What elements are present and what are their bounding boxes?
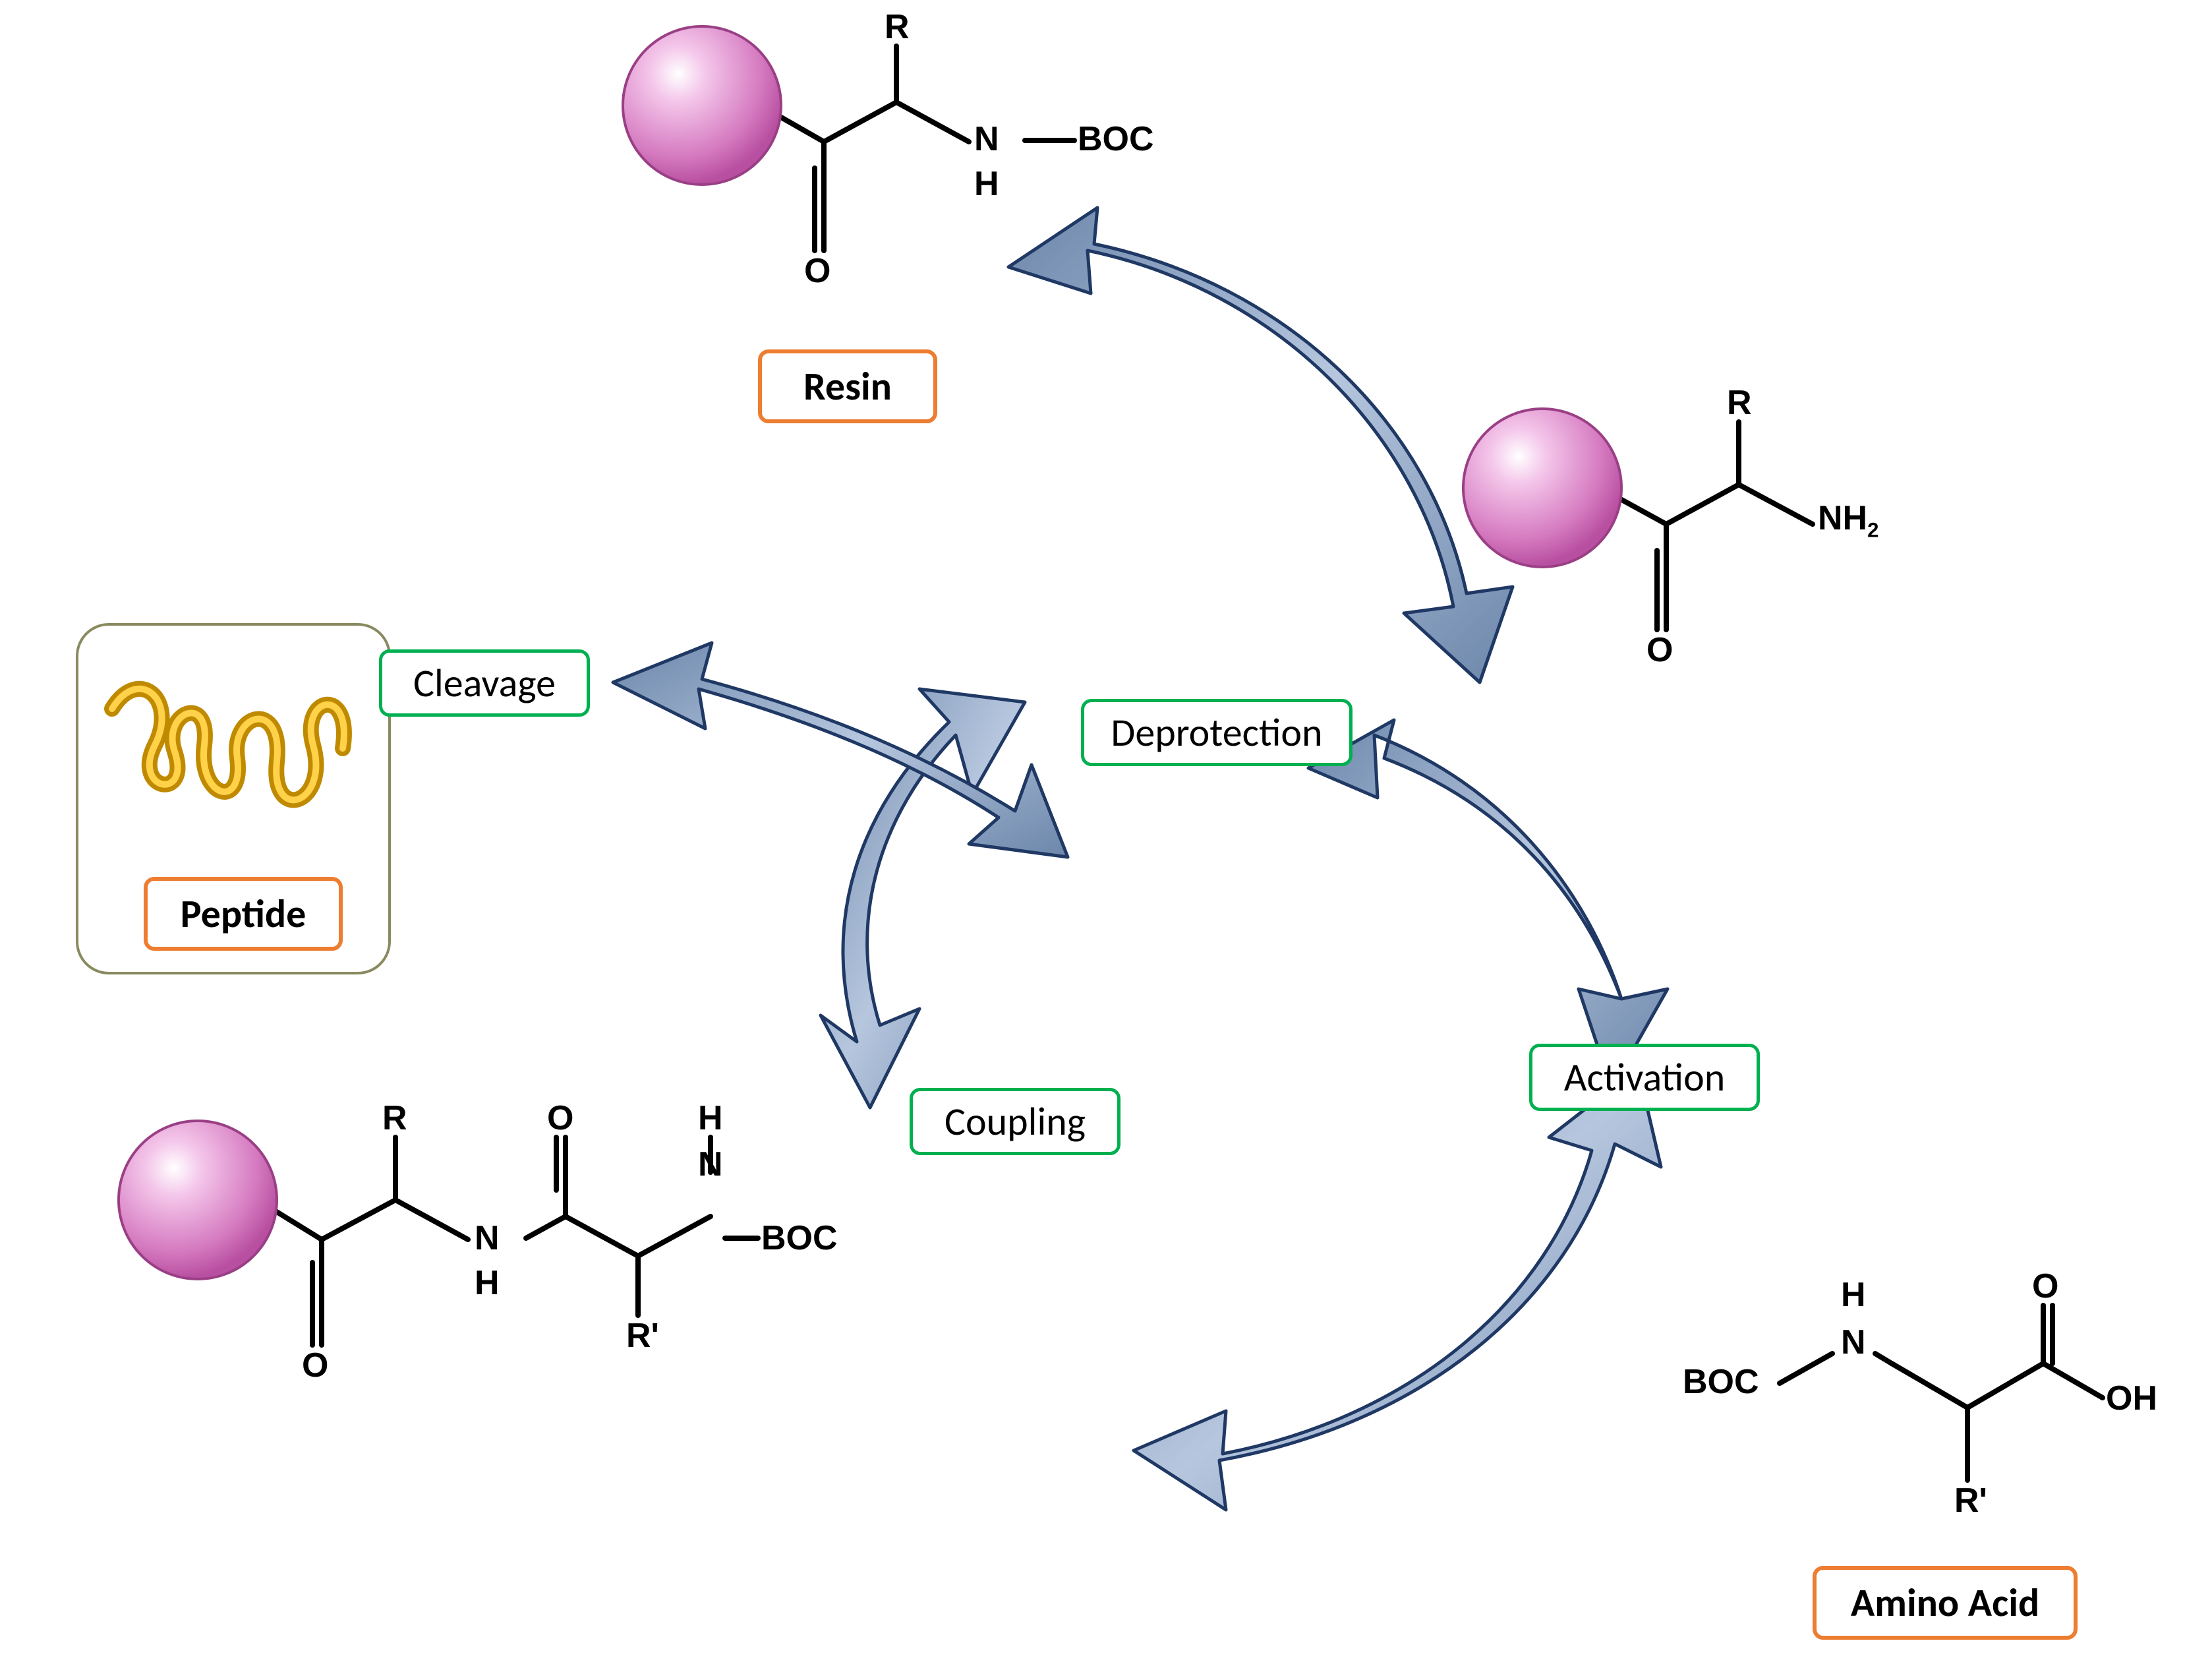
- atom-Rp-4: R': [1954, 1483, 1987, 1518]
- resin-sphere-top: [623, 26, 781, 185]
- atom-H-3: H: [475, 1266, 500, 1300]
- atom-N-3b: N: [698, 1147, 723, 1181]
- atom-R-2: R: [1727, 386, 1752, 420]
- deprotected-structure-bonds: [1618, 422, 1813, 630]
- atom-OH-4: OH: [2106, 1381, 2157, 1416]
- arrow-resin-to-deprotection: [1008, 208, 1513, 682]
- label-resin: Resin: [758, 349, 937, 423]
- atom-BOC-4: BOC: [1683, 1365, 1759, 1399]
- atom-NH2: NH2: [1818, 501, 1878, 541]
- arrow-coupling-to-deprotection: [821, 689, 1025, 1108]
- arrow-deprotection-to-activation: [1308, 720, 1668, 1088]
- atom-BOC: BOC: [1078, 122, 1154, 156]
- atom-Rp-3: R': [626, 1319, 659, 1353]
- stage-cleavage: Cleavage: [379, 649, 590, 717]
- coupled-structure-bonds: [274, 1137, 758, 1345]
- atom-O-3: O: [302, 1348, 328, 1383]
- aminoacid-structure-bonds: [1780, 1305, 2103, 1480]
- resin-structure-bonds: [778, 46, 1074, 251]
- label-peptide: Peptide: [144, 877, 343, 951]
- atom-H-4: H: [1841, 1278, 1866, 1312]
- atom-N: N: [974, 122, 999, 156]
- atom-O-3b: O: [547, 1101, 573, 1135]
- atom-R: R: [885, 10, 910, 44]
- atom-O-4: O: [2032, 1269, 2058, 1303]
- atom-R-3: R: [382, 1101, 407, 1135]
- stage-activation: Activation: [1529, 1044, 1760, 1111]
- atom-N-3: N: [475, 1221, 500, 1255]
- atom-O: O: [804, 254, 830, 288]
- resin-sphere-bottomleft: [119, 1121, 277, 1279]
- atom-H-3b: H: [698, 1101, 723, 1135]
- label-amino-acid: Amino Acid: [1813, 1566, 2078, 1640]
- sps-cycle-diagram: Deprotection Activation Coupling Cleavag…: [0, 0, 2212, 1674]
- atom-H: H: [974, 167, 999, 201]
- stage-deprotection: Deprotection: [1081, 699, 1353, 766]
- resin-sphere-right: [1463, 409, 1621, 567]
- atom-O-2: O: [1646, 633, 1673, 667]
- arrow-to-cleavage: [613, 643, 1068, 857]
- atom-BOC-3: BOC: [761, 1221, 838, 1255]
- atom-N-4: N: [1841, 1325, 1866, 1360]
- stage-coupling: Coupling: [910, 1088, 1121, 1155]
- arrow-activation-to-coupling: [1134, 1068, 1661, 1510]
